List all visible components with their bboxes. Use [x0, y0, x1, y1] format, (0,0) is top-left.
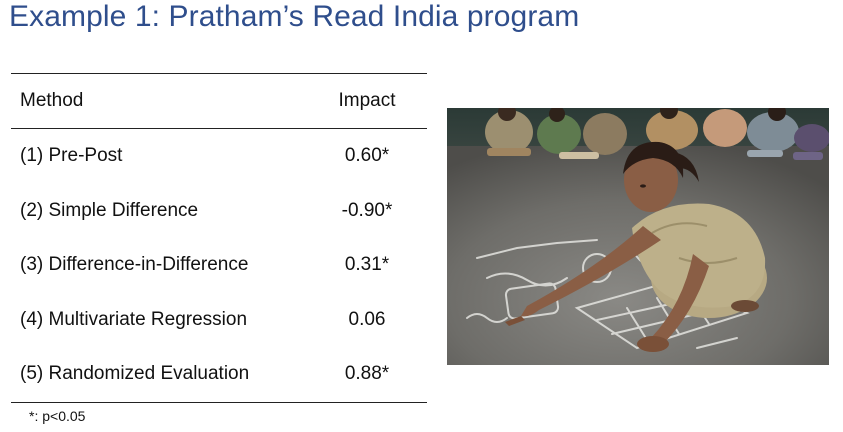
table-row: (2) Simple Difference -0.90* — [11, 184, 427, 239]
classroom-photo-illustration — [447, 108, 829, 365]
background-children — [485, 108, 829, 160]
significance-footnote: *: p<0.05 — [29, 408, 86, 424]
row-method: (3) Difference-in-Difference — [20, 254, 249, 276]
row-method: (4) Multivariate Regression — [20, 308, 248, 330]
row-impact: 0.60* — [344, 145, 390, 167]
girl-figure — [505, 141, 767, 352]
table-row: (4) Multivariate Regression 0.06 — [11, 293, 427, 348]
row-impact: 0.31* — [344, 254, 390, 276]
table-row: (3) Difference-in-Difference 0.31* — [11, 238, 427, 293]
results-table-container: Method Impact (1) Pre-Post 0.60* (2) Sim… — [11, 73, 427, 403]
table-header-row: Method Impact — [11, 73, 427, 129]
row-method: (5) Randomized Evaluation — [20, 363, 250, 385]
row-impact: 0.88* — [344, 363, 390, 385]
results-table: Method Impact (1) Pre-Post 0.60* (2) Sim… — [11, 73, 427, 403]
row-impact: 0.06 — [348, 308, 386, 330]
table-row: (5) Randomized Evaluation 0.88* — [11, 347, 427, 402]
classroom-photo — [447, 108, 829, 365]
slide-title: Example 1: Pratham’s Read India program — [9, 0, 580, 33]
header-method: Method — [20, 90, 84, 111]
header-impact: Impact — [338, 90, 396, 111]
row-impact: -0.90* — [341, 199, 393, 221]
table-row: (1) Pre-Post 0.60* — [11, 129, 427, 184]
row-method: (1) Pre-Post — [20, 145, 123, 167]
row-method: (2) Simple Difference — [20, 199, 199, 221]
